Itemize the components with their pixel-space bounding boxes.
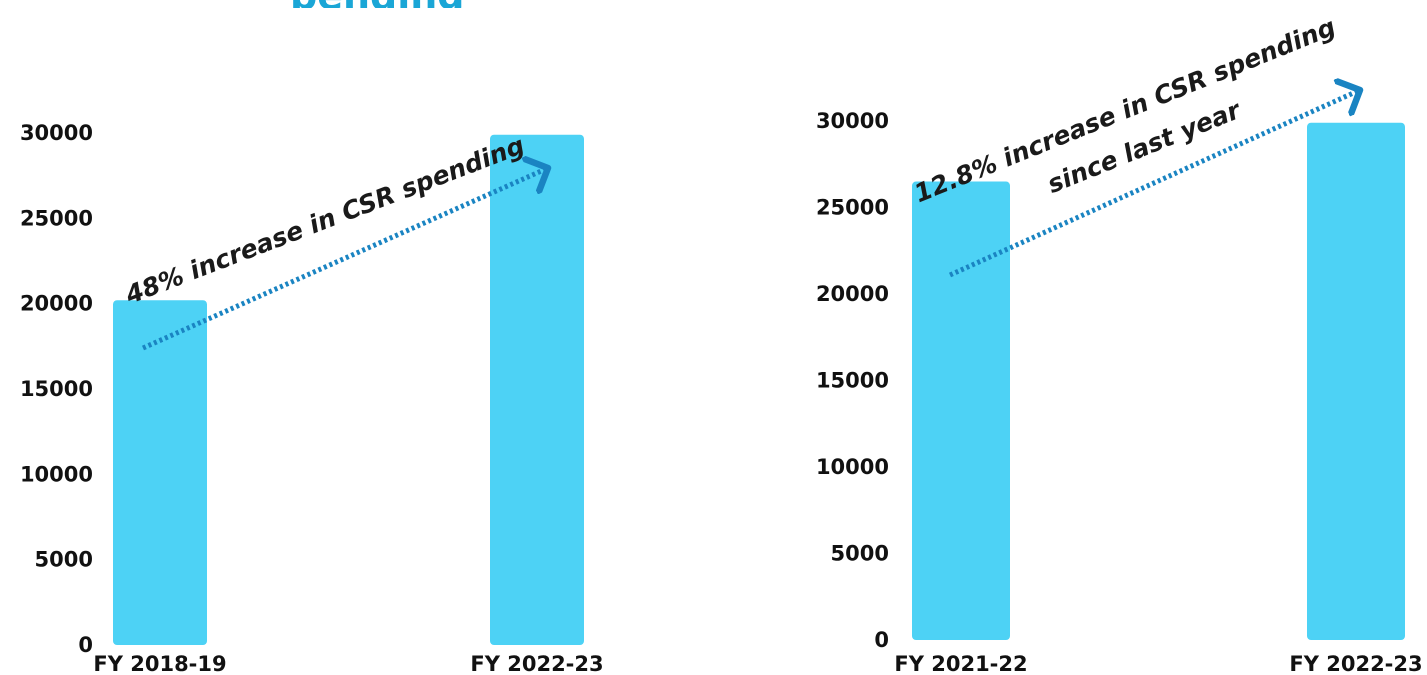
- y-tick-label-30000: 30000: [20, 121, 93, 145]
- increase-annotation: 12.8% increase in CSR spending: [910, 12, 1340, 208]
- y-tick-label-15000: 15000: [816, 369, 889, 393]
- y-tick-label-0: 0: [874, 628, 889, 652]
- increase-annotation: 48% increase in CSR spending: [121, 130, 529, 310]
- increase-arrow: [141, 168, 548, 351]
- bar-fy-2022-23: [490, 134, 584, 645]
- bar-fy-2018-19: [113, 300, 207, 645]
- x-category-label: FY 2022-23: [1289, 652, 1422, 675]
- y-tick-label-15000: 15000: [20, 377, 93, 401]
- y-tick-label-0: 0: [78, 633, 93, 657]
- y-tick-label-10000: 10000: [816, 455, 889, 479]
- bar-fy-2021-22: [912, 181, 1010, 641]
- y-tick-label-25000: 25000: [816, 196, 889, 220]
- x-category-label: FY 2022-23: [470, 652, 603, 675]
- y-tick-label-5000: 5000: [831, 542, 889, 566]
- chart-right: 0 5000 10000 15000 20000 25000 30000 FY 2021-22…: [816, 12, 1423, 675]
- y-tick-label-5000: 5000: [35, 548, 93, 572]
- y-tick-label-20000: 20000: [816, 282, 889, 306]
- y-tick-label-20000: 20000: [20, 292, 93, 316]
- increase-arrow: [948, 90, 1360, 278]
- bar-fy-2022-23: [1307, 122, 1405, 641]
- x-category-label: FY 2018-19: [93, 652, 226, 675]
- y-tick-label-25000: 25000: [20, 206, 93, 230]
- y-tick-label-10000: 10000: [20, 462, 93, 486]
- chart-left: 0 5000 10000 15000 20000 25000 30000 FY 2018-19…: [20, 121, 604, 675]
- y-tick-label-30000: 30000: [816, 109, 889, 133]
- chart-title-fragment: pending: [290, 0, 465, 8]
- x-category-label: FY 2021-22: [894, 652, 1027, 675]
